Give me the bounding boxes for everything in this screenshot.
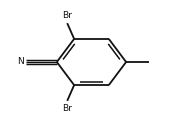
Text: N: N — [17, 58, 24, 66]
Text: Br: Br — [62, 11, 72, 20]
Text: Br: Br — [62, 104, 72, 113]
